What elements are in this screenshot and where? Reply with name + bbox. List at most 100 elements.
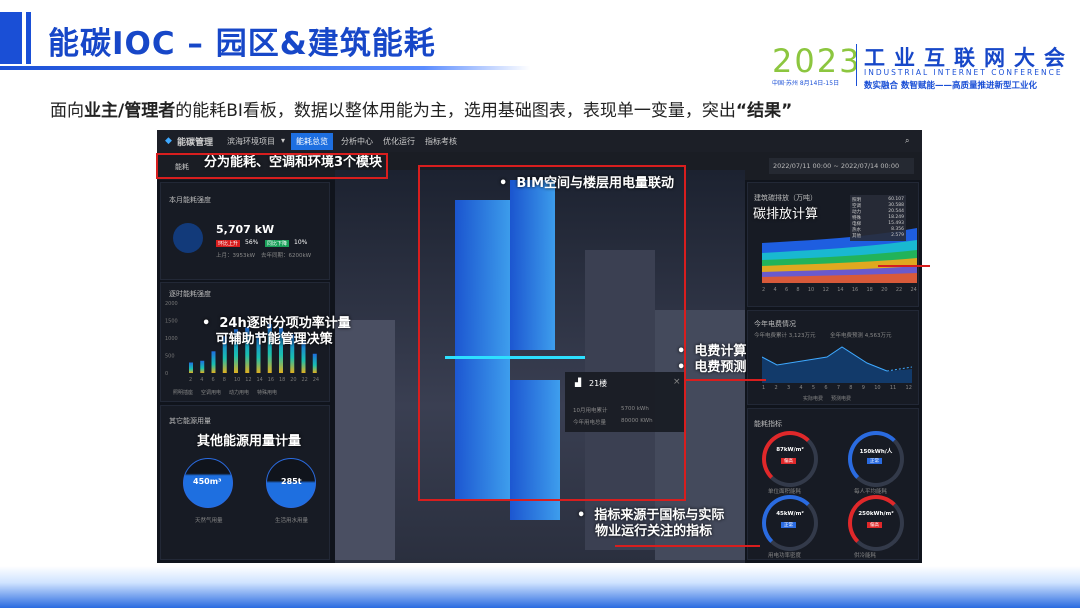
- legend-item: 照明 60.107: [852, 197, 904, 203]
- realtime-panel: 逐时能耗强度 2000 1500 1000 500 0 2 4 6 8 10 12 14 16 18 20 2…: [160, 282, 330, 402]
- legend-item: 实际电费: [803, 396, 824, 402]
- x-tick-label: 12: [245, 377, 251, 383]
- panel-title: 建筑碳排放（万吨）: [754, 194, 817, 202]
- logo-divider: [856, 44, 857, 86]
- project-select[interactable]: 滨海环境项目: [227, 137, 275, 146]
- gauge-badge: 正常: [781, 522, 796, 528]
- badge-up: 环比上升: [216, 240, 241, 247]
- nav-tab-kpi[interactable]: 指标考核: [425, 137, 457, 146]
- water-value: 285t: [281, 477, 302, 486]
- legend-item: 电梯 15.493: [852, 221, 904, 227]
- annotation-text: 电费预测: [694, 360, 747, 375]
- popup-label: 10月用电累计: [573, 408, 608, 414]
- bim-3d-view[interactable]: [335, 170, 745, 563]
- x-tick-label: 7: [836, 385, 840, 391]
- badge-down: 同比下降: [265, 240, 290, 247]
- hour-bar: [245, 327, 250, 373]
- annotation-carbon: 碳排放计算: [753, 207, 819, 222]
- x-tick-label: 12: [822, 287, 829, 293]
- intensity-value: 5,707 kW: [216, 223, 275, 236]
- gauge-badge: 正常: [867, 458, 882, 464]
- dashboard-screenshot: ◆ 能碳管理 滨海环境项目 ▾ 能耗总览 分析中心 优化运行 指标考核 ⌕ 能耗…: [157, 130, 922, 563]
- logo-year: 2023: [772, 42, 862, 80]
- legend-item: 空调 30.588: [852, 203, 904, 209]
- last-year: 去年同期：6200kW: [261, 253, 312, 259]
- hour-bar: [234, 329, 238, 373]
- slide-subtitle: 面向业主/管理者的能耗BI看板，数据以整体用能为主，选用基础图表，表现单一变量，…: [50, 96, 792, 121]
- x-tick-label: 5: [811, 385, 816, 391]
- legend-value: 18.249: [888, 215, 904, 220]
- bim-building[interactable]: [455, 200, 510, 500]
- legend-value: 20.544: [888, 209, 904, 214]
- annotation-text: 指标来源于国标与实际: [594, 508, 725, 523]
- bill-spent: 今年电费累计 3,123万元: [754, 333, 816, 339]
- gauge-value: 45kW/m²: [776, 511, 804, 517]
- x-tick-label: 12: [905, 385, 912, 391]
- x-tick-label: 10: [807, 287, 815, 293]
- x-tick-label: 3: [786, 385, 791, 391]
- nav-tab-optimize[interactable]: 优化运行: [383, 137, 415, 146]
- subtitle-emphasis: “结果”: [735, 101, 793, 121]
- subtitle-text: 的能耗BI看板，数据以整体用能为主，选用基础图表，表现单一变量，突出: [175, 101, 736, 121]
- date-range-picker[interactable]: 2022/07/11 00:00 ~ 2022/07/14 00:00: [769, 158, 914, 174]
- legend-value: 2.579: [891, 233, 904, 238]
- legend-label: 特殊: [852, 216, 861, 221]
- bill-forecast: 全年电费预测 4,563万元: [830, 333, 892, 339]
- water-label: 生活用水用量: [275, 518, 309, 524]
- gauge-label: 供冷能耗: [854, 553, 877, 559]
- water-gauge: 285t: [266, 458, 316, 508]
- hour-bar: [267, 324, 272, 373]
- legend-item: 特殊用电: [257, 390, 278, 396]
- legend-item: 动力用电: [229, 390, 250, 396]
- x-tick-label: 18: [279, 377, 285, 383]
- popup-value: 80000 KWh: [621, 418, 653, 424]
- x-tick-label: 10: [234, 377, 240, 383]
- close-icon[interactable]: ×: [673, 377, 681, 387]
- app-logo-icon: ◆: [165, 136, 172, 146]
- search-icon[interactable]: ⌕: [905, 136, 910, 145]
- x-tick-label: 9: [861, 385, 865, 391]
- annotation-text: 可辅助节能管理决策: [215, 332, 333, 347]
- legend-label: 空调: [852, 204, 861, 209]
- pointer-line-carbon: [878, 265, 930, 267]
- logo-tagline: 数实融合 数智赋能——高质量推进新型工业化: [864, 81, 1037, 91]
- legend-label: 热水: [852, 228, 861, 233]
- legend-item: 动力 20.544: [852, 209, 904, 215]
- x-tick-label: 6: [212, 377, 215, 383]
- y-tick-label: 500: [165, 354, 175, 360]
- nav-tab-analysis[interactable]: 分析中心: [341, 137, 373, 146]
- gas-label: 天然气用量: [195, 518, 223, 524]
- gauge-label: 每人平均能耗: [854, 489, 888, 495]
- x-tick-label: 2: [189, 377, 192, 383]
- indicators-panel: 能耗指标 87kW/m² 偏高 单位面积能耗 150kWh/人 正常 每人平均能耗 45kW…: [747, 408, 919, 560]
- nav-tab-overview[interactable]: 能耗总览: [291, 133, 333, 150]
- x-tick-label: 18: [866, 287, 873, 293]
- panel-title: 今年电费情况: [754, 320, 796, 328]
- pointer-line-bill: [686, 379, 766, 381]
- annotation-modules: 分为能耗、空调和环境3个模块: [204, 155, 383, 170]
- annotation-hourly: • 24h逐时分项功率计量 可辅助节能管理决策: [202, 316, 351, 347]
- gauge-value: 250kWh/m²: [858, 511, 894, 517]
- legend-label: 动力: [852, 210, 861, 215]
- carbon-legend: 照明 60.107 空调 30.588 动力 20.544 特殊 18.249 电梯 15.493…: [850, 195, 906, 241]
- app-name: 能碳管理: [177, 138, 214, 148]
- gauge-value: 150kWh/人: [859, 449, 893, 455]
- annotation-text: BIM空间与楼层用电量联动: [516, 176, 675, 191]
- legend-label: 其他: [852, 234, 861, 239]
- annotation-other: 其他能源用量计量: [197, 434, 302, 449]
- annotation-text: 电费计算: [694, 344, 747, 359]
- x-tick-label: 4: [799, 385, 803, 391]
- highlighted-floor: [445, 356, 585, 359]
- x-tick-label: 20: [881, 287, 888, 293]
- legend-label: 照明: [852, 198, 861, 203]
- popup-value: 5700 kWh: [621, 406, 649, 412]
- module-tab-energy[interactable]: 能耗: [175, 163, 189, 171]
- indicator-gauge: 150kWh/人 正常: [848, 431, 904, 487]
- chart-legend: 照明插座 空调用电 动力用电 特殊用电: [173, 389, 277, 396]
- annotation-indicators: • 指标来源于国标与实际 物业运行关注的指标: [577, 508, 725, 539]
- x-tick-label: 24: [910, 287, 917, 293]
- building-icon: [173, 223, 203, 253]
- x-tick-label: 1: [762, 385, 766, 391]
- x-tick-label: 16: [268, 377, 274, 383]
